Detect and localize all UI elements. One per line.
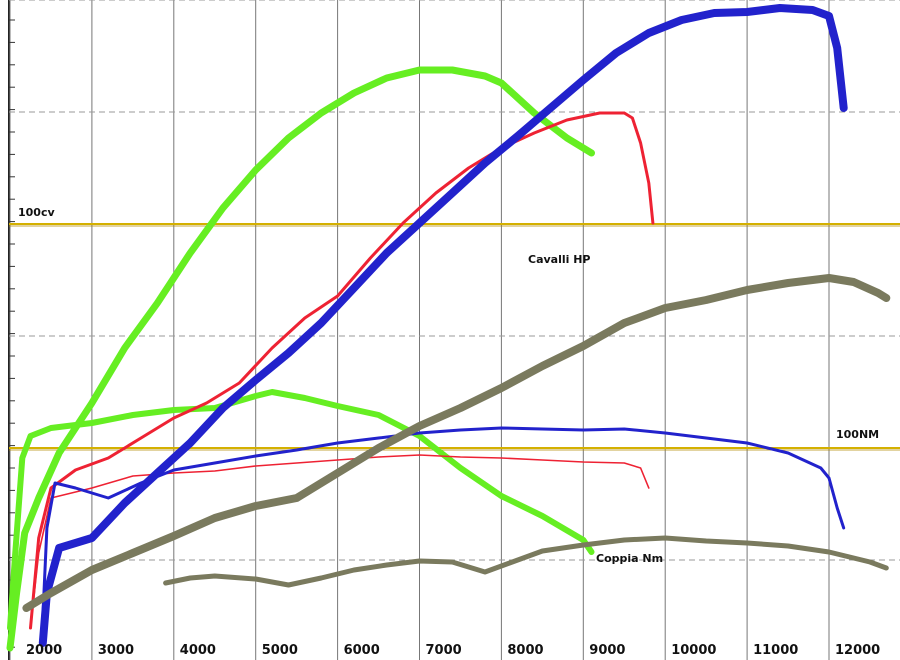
curve-power-4 — [38, 4, 848, 647]
x-tick-label: 2000 — [26, 643, 62, 658]
curve-torque-3 — [29, 454, 650, 629]
x-tick-label: 9000 — [589, 643, 625, 658]
x-tick-label: 8000 — [507, 643, 543, 658]
grid — [8, 0, 900, 660]
x-tick-label: 10000 — [671, 643, 716, 658]
curve-torque-5 — [41, 426, 846, 620]
x-tick-label: 3000 — [98, 643, 134, 658]
reference-lines — [9, 223, 900, 451]
curve-power-2 — [29, 111, 655, 630]
annotation-cavalli-hp: Cavalli HP — [528, 253, 591, 266]
x-tick-label: 7000 — [426, 643, 462, 658]
x-tick-label: 6000 — [344, 643, 380, 658]
annotation-coppia-nm: Coppia Nm — [596, 552, 663, 565]
x-tick-label: 4000 — [180, 643, 216, 658]
curves — [6, 4, 891, 652]
x-tick-label: 5000 — [262, 643, 298, 658]
curve-torque-7 — [163, 535, 889, 588]
ref-label-100cv: 100cv — [18, 206, 55, 219]
curve-power-0 — [6, 66, 595, 652]
x-tick-label: 11000 — [753, 643, 798, 658]
curve-power-6 — [22, 274, 891, 612]
x-tick-label: 12000 — [835, 643, 880, 658]
ref-label-100nm: 100NM — [836, 428, 879, 441]
x-tick-labels: 2000 3000 4000 5000 6000 7000 8000 9000 10000 110… — [26, 643, 880, 658]
curve-torque-1 — [7, 389, 595, 631]
